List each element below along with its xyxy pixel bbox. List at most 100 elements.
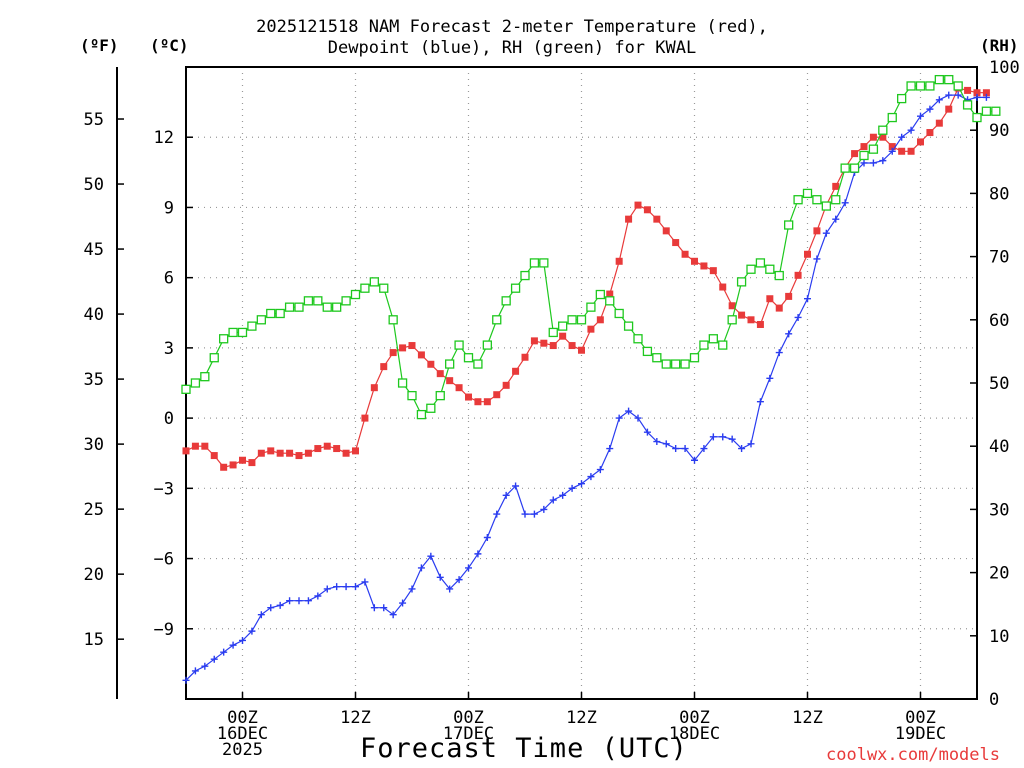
fahrenheit-tick-label: 40: [84, 305, 104, 325]
temperature-point: [606, 290, 614, 298]
rh-point: [473, 359, 483, 369]
rh-point: [200, 372, 210, 382]
temperature-point: [436, 370, 444, 378]
rh-point: [501, 296, 511, 306]
rh-point: [934, 74, 944, 85]
dewpoint-point: [587, 473, 595, 481]
dewpoint-point: [728, 435, 736, 443]
dewpoint-point: [738, 445, 746, 453]
rh-point: [181, 384, 191, 394]
celsius-tick-label: 12: [154, 128, 174, 148]
rh-point: [897, 93, 907, 104]
temperature-point: [304, 449, 312, 457]
dewpoint-point: [869, 159, 877, 167]
rh-point: [322, 302, 332, 312]
dewpoint-point: [408, 585, 416, 593]
rh-point: [671, 359, 681, 369]
dewpoint-point: [606, 445, 614, 453]
rh-point: [341, 296, 351, 306]
temperature-point: [257, 449, 265, 457]
temperature-point: [370, 384, 378, 392]
rh-tick-label: 10: [989, 627, 1009, 647]
rh-point: [868, 144, 879, 154]
rh-point: [718, 340, 728, 350]
rh-tick-label: 50: [989, 374, 1009, 394]
dewpoint-point: [982, 93, 990, 101]
rh-point: [953, 81, 963, 91]
rh-point: [784, 220, 794, 230]
rh-point: [812, 195, 822, 205]
temperature-point: [662, 227, 670, 235]
temperature-point: [709, 267, 717, 275]
grid: [186, 67, 977, 699]
rh-point: [228, 327, 238, 338]
chart-title-line-2: Dewpoint (blue), RH (green) for KWAL: [327, 38, 697, 58]
temperature-point: [352, 447, 359, 455]
dewpoint-point: [399, 599, 407, 607]
x-tick-label: 00Z: [453, 708, 484, 728]
rh-point: [878, 125, 888, 135]
rh-point: [445, 359, 455, 369]
temperature-point: [220, 463, 228, 471]
rh-point: [614, 308, 624, 319]
fahrenheit-tick-label: 45: [84, 240, 104, 260]
x-tick-label: 00Z: [227, 708, 258, 728]
dewpoint-point: [549, 496, 557, 504]
dewpoint-point: [493, 510, 501, 518]
rh-point: [944, 74, 954, 85]
rh-point: [360, 283, 370, 293]
temperature-point: [333, 445, 341, 453]
dewpoint-point: [229, 641, 237, 649]
temperature-point: [747, 316, 755, 324]
temperature-point: [210, 452, 218, 460]
fahrenheit-tick-label: 55: [84, 110, 104, 130]
rh-point: [840, 163, 850, 173]
temperature-point: [634, 201, 642, 209]
rh-point: [972, 112, 982, 123]
rh-tick-label: 20: [989, 564, 1009, 584]
rh-axis-unit: (RH): [980, 36, 1019, 55]
dewpoint-point: [841, 199, 849, 207]
rh-point: [831, 195, 841, 205]
dewpoint-point: [361, 578, 369, 586]
temperature-point: [587, 325, 595, 333]
temperature-point: [323, 442, 331, 450]
dewpoint-point: [389, 611, 397, 619]
dewpoint-point: [954, 91, 962, 99]
celsius-tick-label: 3: [164, 339, 174, 359]
dewpoint-point: [370, 604, 378, 612]
rh-tick-label: 30: [989, 500, 1009, 520]
temperature-point: [643, 206, 651, 214]
temperature-point: [399, 344, 407, 352]
temperature-point: [248, 459, 256, 467]
rh-point: [454, 340, 464, 350]
dewpoint-point: [455, 576, 463, 584]
rh-point: [991, 106, 1001, 116]
dewpoint-point: [700, 445, 708, 453]
fahrenheit-tick-label: 50: [84, 175, 104, 195]
dewpoint-point: [295, 597, 303, 605]
rh-point: [981, 106, 992, 116]
rh-line: [185, 78, 996, 416]
temperature-point: [267, 447, 275, 455]
dewpoint-point: [286, 597, 294, 605]
dewpoint-point: [559, 491, 567, 499]
dewpoint-point: [766, 374, 774, 382]
x-axis-title: Forecast Time (UTC): [360, 733, 688, 764]
fahrenheit-tick-label: 30: [84, 435, 104, 455]
rh-point: [906, 81, 916, 91]
rh-point: [520, 270, 530, 281]
rh-point: [708, 334, 718, 344]
temperature-point: [775, 304, 783, 312]
celsius-tick-label: 9: [164, 198, 174, 218]
temperature-point: [738, 311, 746, 319]
temperature-point: [201, 442, 209, 450]
celsius-axis-unit: (ºC): [150, 36, 189, 55]
fahrenheit-tick-label: 15: [84, 630, 104, 650]
rh-point: [256, 315, 266, 325]
rh-point: [887, 112, 897, 123]
rh-point: [510, 283, 521, 293]
dewpoint-point: [719, 433, 727, 441]
rh-tick-label: 90: [989, 121, 1009, 141]
x-tick-label: 19DEC: [895, 724, 946, 744]
